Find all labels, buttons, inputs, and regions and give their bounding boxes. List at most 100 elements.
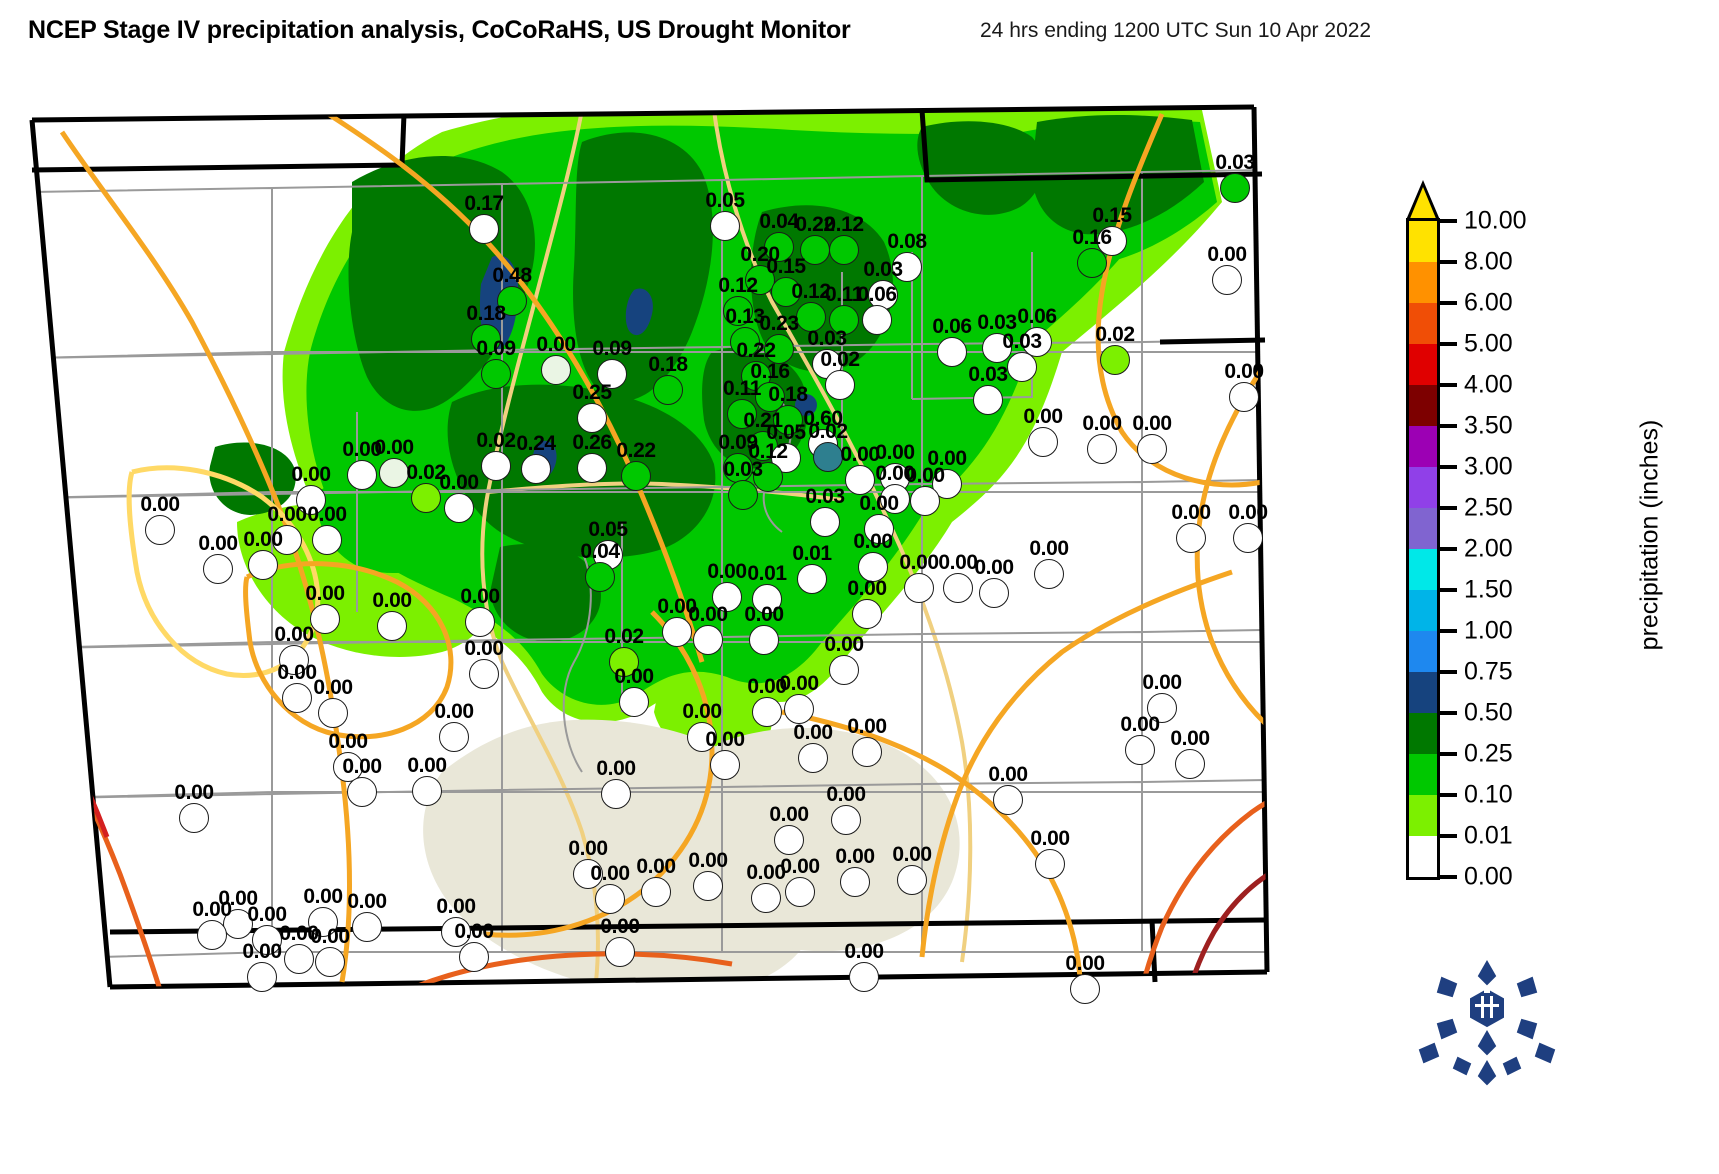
station-value-label: 0.03 — [1002, 330, 1042, 353]
station-value-label: 0.00 — [436, 895, 476, 918]
river-layer — [480, 109, 973, 987]
station-marker — [411, 483, 441, 513]
colorbar-swatch — [1409, 426, 1437, 467]
station-value-label: 0.12 — [791, 280, 831, 303]
station-value-label: 0.00 — [140, 493, 180, 516]
station-value-label: 0.00 — [905, 464, 945, 487]
station-value-label: 0.00 — [938, 551, 978, 574]
colorbar-tick-label: 0.75 — [1464, 657, 1513, 686]
station-value-label: 0.00 — [274, 623, 314, 646]
station-value-label: 0.48 — [492, 264, 532, 287]
station-value-label: 0.00 — [1023, 405, 1063, 428]
station-marker — [1175, 749, 1205, 779]
station-value-label: 0.03 — [863, 258, 903, 281]
station-marker — [1100, 345, 1130, 375]
station-value-label: 0.22 — [795, 213, 835, 236]
station-marker — [752, 584, 782, 614]
station-value-label: 0.00 — [747, 675, 787, 698]
station-value-label: 0.00 — [1082, 412, 1122, 435]
colorbar[interactable]: 10.00 8.00 6.00 5.00 4.00 3.50 3.00 2.50 2.00 1.5… — [1398, 180, 1528, 910]
station-marker — [796, 302, 826, 332]
colorbar-axis-title: precipitation (inches) — [1630, 185, 1670, 885]
station-value-label: 0.00 — [744, 603, 784, 626]
station-value-label: 0.23 — [759, 312, 799, 335]
station-value-label: 0.02 — [476, 429, 516, 452]
station-marker — [1176, 523, 1206, 553]
colorbar-tick — [1440, 711, 1457, 715]
station-marker — [745, 265, 775, 295]
station-marker — [312, 525, 342, 555]
station-value-label: 0.00 — [307, 503, 347, 526]
station-value-label: 0.00 — [198, 532, 238, 555]
station-value-label: 0.00 — [988, 763, 1028, 786]
station-marker — [609, 647, 639, 677]
station-marker — [441, 917, 471, 947]
station-marker — [858, 552, 888, 582]
station-marker — [862, 305, 892, 335]
station-marker — [605, 937, 635, 967]
station-marker — [774, 825, 804, 855]
station-value-label: 0.05 — [766, 421, 806, 444]
station-marker — [379, 458, 409, 488]
station-marker — [751, 883, 781, 913]
station-marker — [248, 550, 278, 580]
station-marker — [813, 442, 843, 472]
station-marker — [712, 582, 742, 612]
station-marker — [749, 625, 779, 655]
station-value-label: 0.00 — [780, 855, 820, 878]
station-value-label: 0.24 — [516, 432, 556, 455]
station-value-label: 0.00 — [279, 922, 319, 945]
station-marker — [310, 604, 340, 634]
station-marker — [764, 334, 794, 364]
precipitation-map[interactable]: 0.03 0.17 0.05 0.15 0.16 0.00 0.04 0.22 0.12 0.08… — [22, 52, 1374, 1052]
colorbar-gradient — [1406, 218, 1440, 880]
station-marker — [577, 403, 607, 433]
station-value-label: 0.16 — [1072, 226, 1112, 249]
station-value-label: 0.00 — [374, 436, 414, 459]
colorbar-swatch — [1409, 385, 1437, 426]
station-marker — [497, 286, 527, 316]
station-marker — [771, 277, 801, 307]
station-marker — [1212, 265, 1242, 295]
colorbar-tick-label: 2.50 — [1464, 493, 1513, 522]
station-marker — [723, 296, 753, 326]
station-value-label: 0.00 — [600, 915, 640, 938]
station-value-label: 0.06 — [932, 315, 972, 338]
station-marker — [785, 877, 815, 907]
station-value-label: 0.18 — [768, 383, 808, 406]
station-marker — [797, 564, 827, 594]
colorbar-swatch — [1409, 262, 1437, 303]
station-value-label: 0.00 — [313, 676, 353, 699]
station-value-label: 0.00 — [892, 843, 932, 866]
station-marker — [1087, 434, 1117, 464]
station-value-label: 0.00 — [1170, 727, 1210, 750]
station-value-label: 0.00 — [267, 503, 307, 526]
colorbar-swatch — [1409, 344, 1437, 385]
station-marker — [621, 461, 651, 491]
colorbar-tick-label: 0.25 — [1464, 739, 1513, 768]
station-marker — [764, 232, 794, 262]
station-marker — [521, 454, 551, 484]
station-value-label: 0.00 — [779, 672, 819, 695]
station-value-label: 0.00 — [247, 903, 287, 926]
station-value-label: 0.17 — [464, 192, 504, 215]
station-value-label: 0.00 — [310, 925, 350, 948]
colorbar-tick-label: 0.01 — [1464, 821, 1513, 850]
station-value-label: 0.11 — [722, 377, 762, 400]
station-value-label: 0.00 — [439, 471, 479, 494]
station-value-label: 0.00 — [1030, 827, 1070, 850]
colorbar-swatch — [1409, 549, 1437, 590]
station-value-label: 0.00 — [688, 849, 728, 872]
colorbar-tick — [1440, 547, 1457, 551]
station-value-label: 0.02 — [406, 461, 446, 484]
station-value-label: 0.00 — [328, 730, 368, 753]
station-value-label: 0.00 — [657, 595, 697, 618]
station-value-label: 0.00 — [291, 463, 331, 486]
station-value-label: 0.02 — [820, 348, 860, 371]
station-value-label: 0.00 — [242, 940, 282, 963]
station-marker — [377, 611, 407, 641]
station-marker — [439, 722, 469, 752]
station-value-label: 0.04 — [580, 540, 620, 563]
station-value-label: 0.00 — [636, 855, 676, 878]
colorbar-swatch — [1409, 836, 1437, 877]
